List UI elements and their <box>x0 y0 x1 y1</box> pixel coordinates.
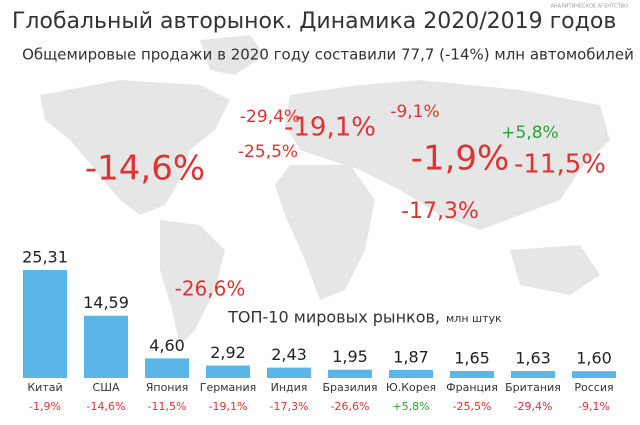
value-label: 1,95 <box>332 347 368 366</box>
map-label: +5,8% <box>501 123 558 143</box>
bar <box>267 367 311 378</box>
change-label: -9,1% <box>578 400 610 413</box>
unit: млн штук <box>446 312 502 325</box>
change-label: -17,3% <box>270 400 309 413</box>
bar <box>206 365 250 378</box>
category-label: США <box>93 381 120 394</box>
agency: АНАЛИТИЧЕСКОЕ АГЕНТСТВО <box>550 4 628 10</box>
change-label: -26,6% <box>331 400 370 413</box>
category-label: Британия <box>505 381 561 394</box>
value-label: 14,59 <box>83 293 129 312</box>
category-label: Индия <box>271 381 308 394</box>
value-label: 1,87 <box>393 348 429 367</box>
bar <box>84 315 128 378</box>
category-label: Япония <box>146 381 189 394</box>
value-label: 2,43 <box>271 345 307 364</box>
bar <box>450 370 494 378</box>
map-label: -26,6% <box>175 277 246 301</box>
change-label: -19,1% <box>209 400 248 413</box>
bar <box>145 358 189 378</box>
map-label: -14,6% <box>85 149 205 189</box>
world-map <box>40 35 610 345</box>
value-label: 4,60 <box>149 336 185 355</box>
map-label: -19,1% <box>284 113 376 143</box>
category-label: Ю.Корея <box>386 381 436 394</box>
map-label: -17,3% <box>401 199 479 224</box>
bar <box>389 370 433 378</box>
value-label: 25,31 <box>22 248 68 267</box>
change-label: -14,6% <box>87 400 126 413</box>
bar <box>23 270 67 378</box>
title: Глобальный авторынок. Динамика 2020/2019… <box>12 9 616 34</box>
value-label: 1,65 <box>454 348 490 367</box>
map-label: -29,4% <box>240 107 300 127</box>
map-label: -9,1% <box>390 102 439 122</box>
value-label: 2,92 <box>210 343 246 362</box>
change-label: -11,5% <box>148 400 187 413</box>
category-label: Германия <box>200 381 256 394</box>
change-label: -29,4% <box>514 400 553 413</box>
value-label: 1,63 <box>515 349 551 368</box>
map-label: -11,5% <box>514 150 606 180</box>
category-label: Россия <box>574 381 613 394</box>
category-label: Бразилия <box>322 381 377 394</box>
map-label: -1,9% <box>411 139 510 179</box>
bar <box>328 369 372 378</box>
map-label: -25,5% <box>238 142 298 162</box>
category-label: Франция <box>446 381 498 394</box>
subtitle: Общемировые продажи в 2020 году составил… <box>22 46 634 64</box>
bar <box>511 371 555 378</box>
category-label: Китай <box>27 381 62 394</box>
change-label: -25,5% <box>453 400 492 413</box>
change-label: -1,9% <box>29 400 61 413</box>
value-label: 1,60 <box>576 349 612 368</box>
change-label: +5,8% <box>392 400 429 413</box>
bar <box>572 371 616 378</box>
chart-title: ТОП-10 мировых рынков, <box>227 308 440 327</box>
